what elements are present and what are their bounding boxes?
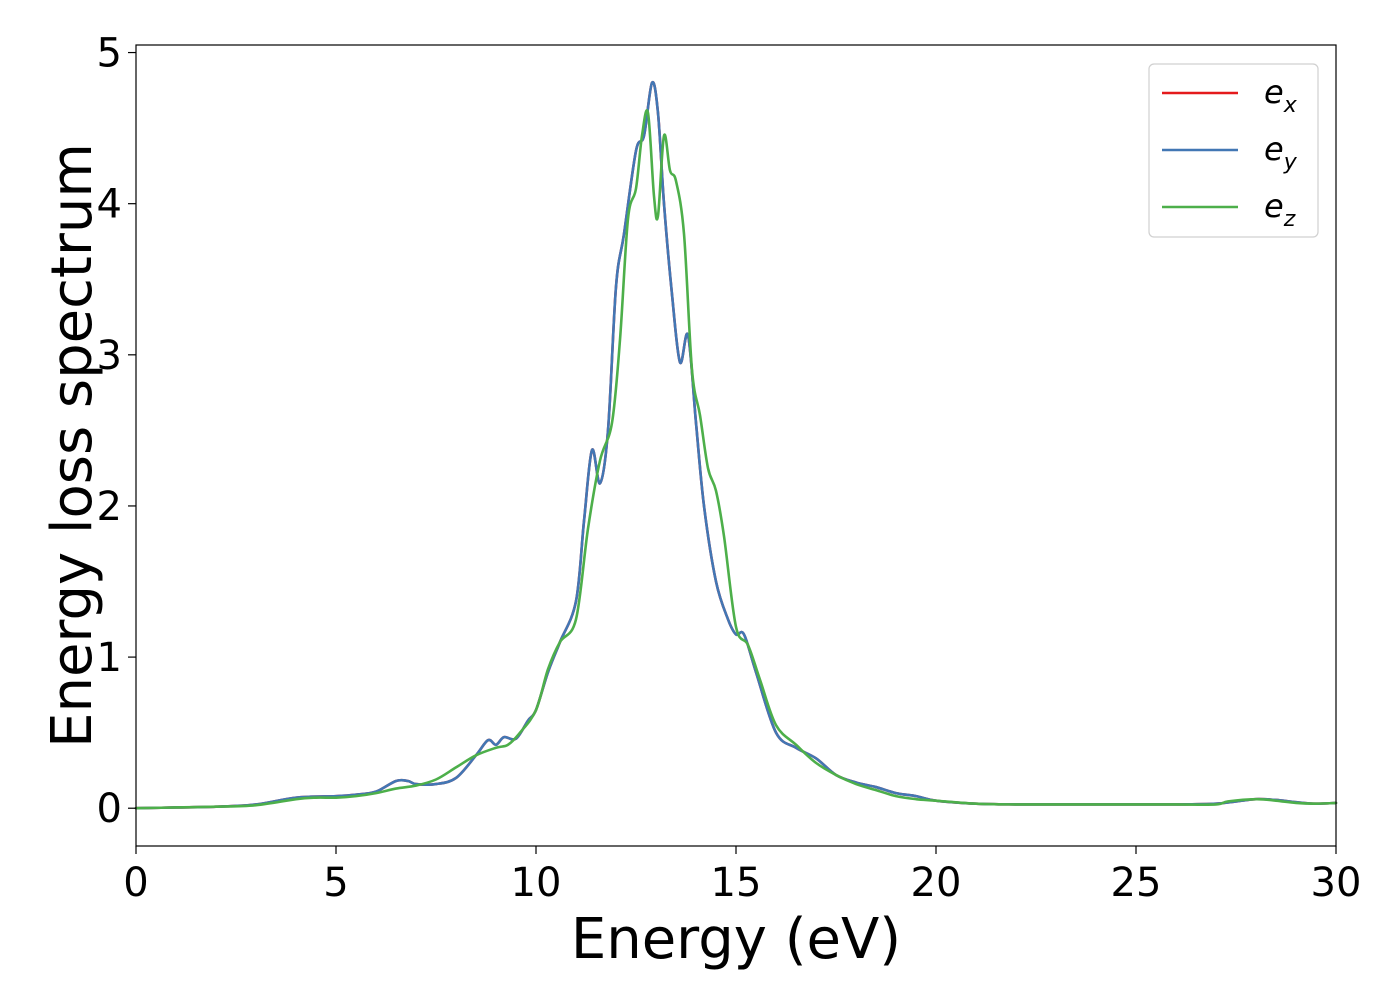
y-axis-title: Energy loss spectrum bbox=[40, 143, 105, 748]
y-tick-label: 3 bbox=[97, 333, 122, 379]
x-tick-label: 20 bbox=[911, 860, 962, 906]
x-tick-label: 10 bbox=[511, 860, 562, 906]
x-tick-label: 0 bbox=[123, 860, 148, 906]
x-axis-title: Energy (eV) bbox=[571, 907, 901, 972]
legend-label-ex: ex bbox=[1264, 73, 1298, 118]
x-tick-label: 15 bbox=[711, 860, 762, 906]
x-axis-ticks: 0 5 10 15 20 25 30 bbox=[123, 846, 1361, 906]
legend-label-ez: ez bbox=[1264, 187, 1296, 232]
x-tick-label: 5 bbox=[323, 860, 348, 906]
y-tick-label: 4 bbox=[97, 182, 122, 228]
x-tick-label: 25 bbox=[1111, 860, 1162, 906]
legend-label-ey: ey bbox=[1264, 130, 1298, 175]
series-line-ez bbox=[134, 109, 1338, 810]
y-axis-ticks: 0 1 2 3 4 5 bbox=[97, 31, 136, 832]
legend: ex ey ez bbox=[1148, 63, 1319, 238]
y-tick-label: 0 bbox=[97, 786, 122, 832]
y-tick-label: 5 bbox=[97, 31, 122, 77]
y-tick-label: 1 bbox=[97, 635, 122, 681]
series-layer bbox=[134, 80, 1338, 810]
y-tick-label: 2 bbox=[97, 484, 122, 530]
x-tick-label: 30 bbox=[1311, 860, 1362, 906]
